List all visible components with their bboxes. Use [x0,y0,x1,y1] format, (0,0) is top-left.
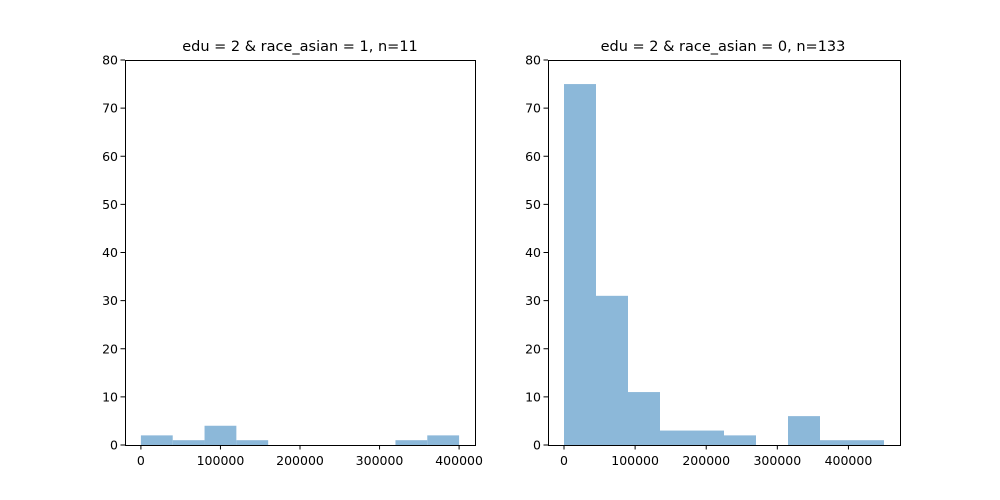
y-tick-label: 70 [102,101,118,116]
histogram-bar [820,440,852,445]
subplot-left-yticks: 0 10 20 30 40 50 60 70 80 [102,53,125,453]
subplot-right-title: edu = 2 & race_asian = 0, n=133 [601,39,846,55]
x-tick-label: 200000 [276,453,324,468]
subplot-right-bars [564,84,884,445]
y-tick-label: 40 [525,245,541,260]
histogram-bar [660,430,692,445]
subplot-right: edu = 2 & race_asian = 0, n=133 0 10 20 30 4… [525,39,901,468]
histogram-bar [692,430,724,445]
subplot-left-frame [125,60,476,446]
histogram-bar [172,440,205,445]
subplot-left-title: edu = 2 & race_asian = 1, n=11 [182,39,418,55]
subplot-left-bars [140,425,460,445]
histogram-bar [788,416,820,445]
histogram-bar [140,435,173,445]
y-tick-label: 30 [525,293,541,308]
y-tick-label: 40 [102,245,118,260]
y-tick-label: 30 [102,293,118,308]
subplot-left: edu = 2 & race_asian = 1, n=11 0 10 20 30 40… [102,39,483,468]
y-tick-label: 70 [525,101,541,116]
histogram-bar [628,392,660,445]
histogram-bar [852,440,884,445]
y-tick-label: 20 [525,341,541,356]
histogram-bar [395,440,428,445]
x-tick-label: 300000 [753,453,801,468]
histogram-bar [724,435,756,445]
y-tick-label: 80 [525,53,541,68]
subplot-right-yticks: 0 10 20 30 40 50 60 70 80 [525,53,548,453]
x-tick-label: 0 [137,453,145,468]
histogram-bar [427,435,460,445]
histogram-bar [596,295,628,445]
histogram-bar [236,440,269,445]
y-tick-label: 20 [102,341,118,356]
histogram-bar [564,84,596,445]
subplot-left-xticks: 0 100000 200000 300000 400000 [137,445,483,468]
x-tick-label: 100000 [197,453,245,468]
y-tick-label: 60 [102,149,118,164]
histogram-bar [204,425,237,445]
y-tick-label: 50 [525,197,541,212]
x-tick-label: 400000 [435,453,483,468]
y-tick-label: 0 [110,438,118,453]
y-tick-label: 10 [102,389,118,404]
x-tick-label: 200000 [682,453,730,468]
y-tick-label: 60 [525,149,541,164]
y-tick-label: 50 [102,197,118,212]
x-tick-label: 100000 [611,453,659,468]
subplot-right-xticks: 0 100000 200000 300000 400000 [560,445,872,468]
y-tick-label: 0 [533,438,541,453]
x-tick-label: 400000 [825,453,873,468]
y-tick-label: 80 [102,53,118,68]
x-tick-label: 300000 [356,453,404,468]
subplot-right-frame [548,60,901,446]
x-tick-label: 0 [560,453,568,468]
y-tick-label: 10 [525,389,541,404]
